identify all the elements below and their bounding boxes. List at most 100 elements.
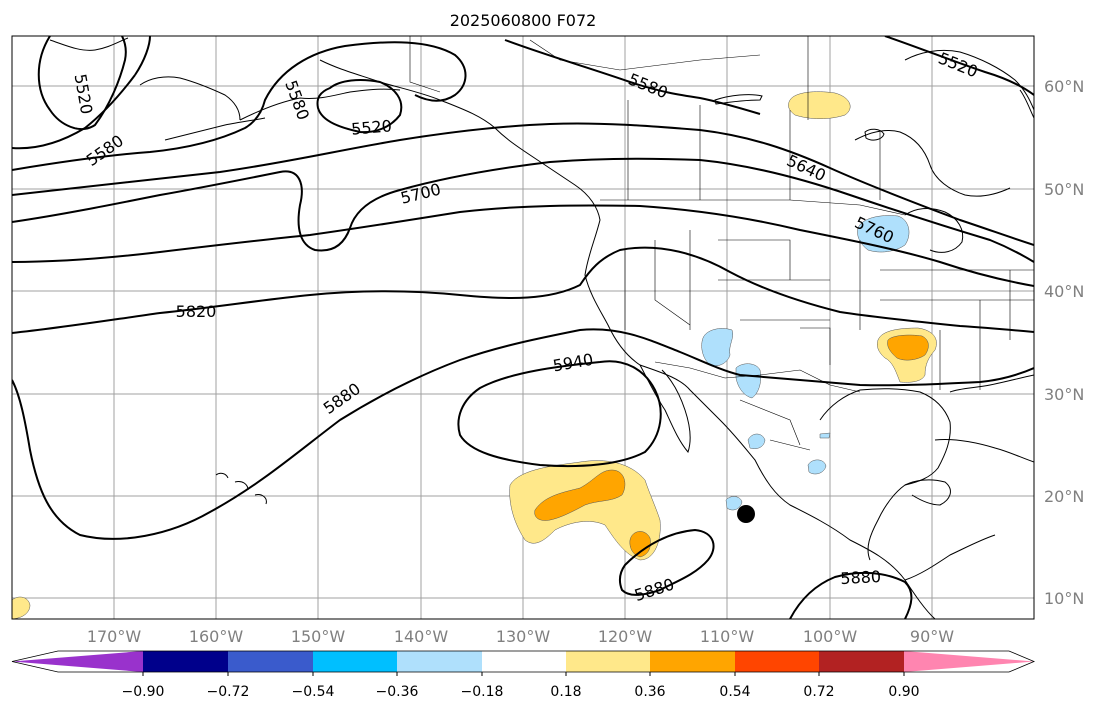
coast-cuba — [934, 439, 1034, 463]
colorbar-tick-label: −0.36 — [376, 684, 419, 700]
shade-blue-mexico-3 — [725, 496, 743, 511]
shade-blue-mexico-2 — [807, 459, 827, 475]
shade-orange-pacific — [534, 469, 626, 521]
contour-5580-nw — [12, 74, 136, 150]
colorbar-segment — [566, 651, 650, 672]
colorbar-tick-label: −0.90 — [122, 684, 165, 700]
contour-5880-se — [789, 571, 913, 619]
shade-blue-mexico-4 — [819, 432, 831, 439]
colorbar-segment — [650, 651, 735, 672]
colorbar-ticks: −0.90 −0.72 −0.54 −0.36 −0.18 0.18 0.36 0.54 0.7… — [122, 672, 920, 700]
contour-5580-nw2 — [134, 36, 151, 76]
coast-siberia — [49, 37, 129, 51]
contour-5760 — [12, 204, 1034, 287]
shade-orange-pacific-2 — [629, 531, 651, 558]
contour-5880 — [12, 328, 1034, 540]
contour-5580-ne — [504, 39, 761, 115]
colorbar-segment — [735, 651, 819, 672]
colorbar-tick-label: 0.72 — [803, 684, 834, 700]
coast-greenland — [1019, 89, 1034, 119]
lon-label-170: 170°W — [87, 627, 142, 646]
shade-yellow-sw-corner — [12, 596, 31, 619]
lat-label-60: 60°N — [1044, 77, 1084, 96]
shade-blue-mexico-1 — [747, 433, 766, 449]
coast-hudson-island — [714, 94, 763, 105]
colorbar-segment — [819, 651, 904, 672]
border-nunavut — [529, 39, 761, 71]
shaded-fields — [12, 91, 937, 619]
coast-hudson-bay — [854, 129, 1011, 197]
colorbar-outline — [11, 650, 1036, 673]
height-contours — [12, 36, 1034, 619]
colorbar-segment — [397, 651, 482, 672]
contour-5520-nw — [37, 36, 127, 130]
coast-central-america — [904, 534, 996, 581]
lon-label-150: 150°W — [291, 627, 346, 646]
contour-5640 — [12, 122, 1034, 246]
lon-label-90: 90°W — [910, 627, 954, 646]
lat-label-50: 50°N — [1044, 180, 1084, 199]
coast-alaska-south — [239, 88, 401, 121]
colorbar-segment — [228, 651, 313, 672]
colorbar-tick-label: 0.90 — [888, 684, 919, 700]
location-marker — [737, 505, 755, 523]
shade-blue-great-lakes — [857, 215, 910, 253]
lon-label-100: 100°W — [803, 627, 858, 646]
coast-north-america-west — [319, 59, 936, 619]
lat-label-20: 20°N — [1044, 487, 1084, 506]
coast-yucatan — [904, 479, 951, 506]
colorbar-tick-label: 0.54 — [719, 684, 750, 700]
lon-label-130: 130°W — [496, 627, 551, 646]
lat-label-40: 40°N — [1044, 282, 1084, 301]
colorbar-segments — [12, 651, 1034, 672]
map-title: 2025060800 F072 — [450, 11, 597, 30]
contour-5940 — [457, 360, 662, 468]
coast-hawaii-1 — [215, 472, 229, 479]
contour-5580-gulf — [12, 41, 467, 171]
colorbar-tick-label: 0.18 — [550, 684, 581, 700]
colorbar-tick-label: −0.18 — [461, 684, 504, 700]
colorbar-segment — [482, 651, 566, 672]
contour-label-5820: 5820 — [176, 302, 217, 321]
coast-great-lakes — [904, 207, 964, 253]
border-us-mexico — [654, 361, 861, 393]
lat-label-10: 10°N — [1044, 589, 1084, 608]
colorbar-tick-label: −0.54 — [292, 684, 335, 700]
contour-5520-gulf — [316, 79, 403, 134]
colorbar-tick-label: −0.72 — [207, 684, 250, 700]
lon-label-120: 120°W — [598, 627, 653, 646]
coast-labrador-island — [864, 128, 885, 141]
colorbar-segment — [12, 651, 143, 672]
colorbar-tick-label: 0.36 — [634, 684, 665, 700]
lon-label-160: 160°W — [189, 627, 244, 646]
political-boundaries — [409, 36, 1034, 451]
shade-yellow-hudson — [788, 91, 851, 119]
shade-orange-texas — [887, 334, 929, 361]
contour-label-5880-se: 5880 — [840, 567, 882, 588]
border-states-6 — [800, 327, 831, 365]
longitude-labels: 170°W 160°W 150°W 140°W 130°W 120°W 110°… — [87, 627, 954, 646]
colorbar-segment — [143, 651, 228, 672]
shade-blue-arizona — [701, 328, 733, 366]
contour-5880-south — [618, 528, 715, 596]
coast-gulf-mexico — [819, 388, 951, 561]
map-frame — [11, 35, 1035, 620]
contour-5820 — [12, 246, 1034, 334]
lat-label-30: 30°N — [1044, 385, 1084, 404]
colorbar-segment — [313, 651, 397, 672]
border-alaska-canada — [409, 36, 441, 93]
coast-florida — [949, 374, 1034, 393]
border-states-1 — [654, 240, 691, 326]
lon-label-140: 140°W — [394, 627, 449, 646]
coast-alaska-west — [139, 76, 241, 121]
border-mexico-states — [739, 399, 811, 451]
coast-hawaii-3 — [254, 494, 267, 505]
border-states-3 — [718, 239, 791, 280]
contour-5700 — [12, 157, 1034, 263]
shade-blue-sonora — [735, 363, 761, 399]
contour-label-5520-gulf: 5520 — [350, 116, 392, 138]
latitude-labels: 60°N 50°N 40°N 30°N 20°N 10°N — [1044, 77, 1084, 608]
colorbar: −0.90 −0.72 −0.54 −0.36 −0.18 0.18 0.36 0.54 0.7… — [11, 650, 1036, 700]
coastlines — [49, 37, 1034, 619]
